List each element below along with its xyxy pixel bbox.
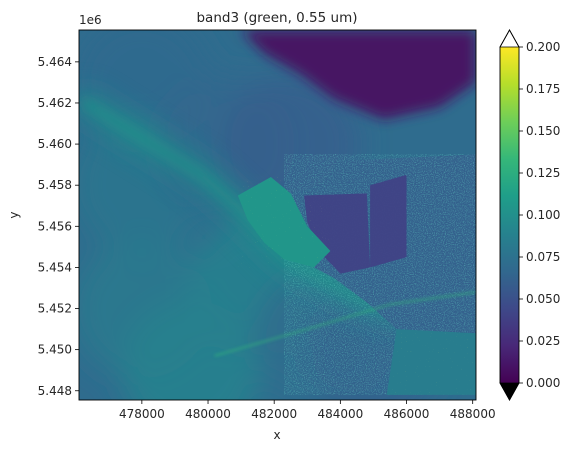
- colorbar-tick-label: 0.025: [526, 334, 560, 348]
- x-tick-label: 486000: [384, 407, 430, 421]
- x-tick-label: 488000: [450, 407, 496, 421]
- heatmap-image: [79, 30, 476, 400]
- colorbar-extend-over: [499, 29, 520, 48]
- y-axis: 5.448 5.450 5.452 5.454 5.456 5.458 5.460 5.462…: [38, 55, 79, 398]
- colorbar-tick-label: 0.050: [526, 292, 560, 306]
- colorbar-tick-label: 0.000: [526, 376, 560, 390]
- colorbar-tick-label: 0.125: [526, 166, 560, 180]
- y-axis-label: y: [7, 211, 21, 218]
- chart-title: band3 (green, 0.55 um): [196, 10, 357, 26]
- colorbar-extend-under: [499, 382, 520, 401]
- colorbar-gradient: [500, 47, 519, 383]
- x-tick-label: 484000: [317, 407, 363, 421]
- north-bay-dark-water: [241, 30, 476, 120]
- colorbar-tick-label: 0.175: [526, 82, 560, 96]
- y-tick-label: 5.452: [38, 302, 72, 316]
- y-tick-label: 5.456: [38, 219, 72, 233]
- y-tick-label: 5.464: [38, 55, 72, 69]
- y-tick-label: 5.448: [38, 384, 72, 398]
- y-tick-label: 5.450: [38, 343, 72, 357]
- y-tick-label: 5.462: [38, 96, 72, 110]
- plot-frame: [78, 29, 477, 401]
- colorbar-tick-label: 0.200: [526, 40, 560, 54]
- y-offset-label: 1e6: [79, 13, 102, 27]
- colorbar-tick-label: 0.100: [526, 208, 560, 222]
- x-axis-label: x: [273, 428, 280, 442]
- x-tick-label: 482000: [251, 407, 297, 421]
- y-tick-label: 5.454: [38, 260, 72, 274]
- dark-field: [370, 174, 407, 268]
- jetty-line: [214, 291, 476, 357]
- colorbar-tick-label: 0.075: [526, 250, 560, 264]
- port-bright-pixels: [386, 333, 476, 395]
- island-bright-pixels: [237, 176, 331, 268]
- y-tick-label: 5.460: [38, 137, 72, 151]
- x-tick-label: 478000: [119, 407, 165, 421]
- x-axis: 478000 480000 482000 484000 486000 488000: [119, 400, 496, 421]
- colorbar-tick-label: 0.150: [526, 124, 560, 138]
- x-tick-label: 480000: [185, 407, 231, 421]
- colorbar: 0.000 0.025 0.050 0.075 0.100 0.125 0.150 0.175…: [499, 29, 560, 401]
- y-tick-label: 5.458: [38, 178, 72, 192]
